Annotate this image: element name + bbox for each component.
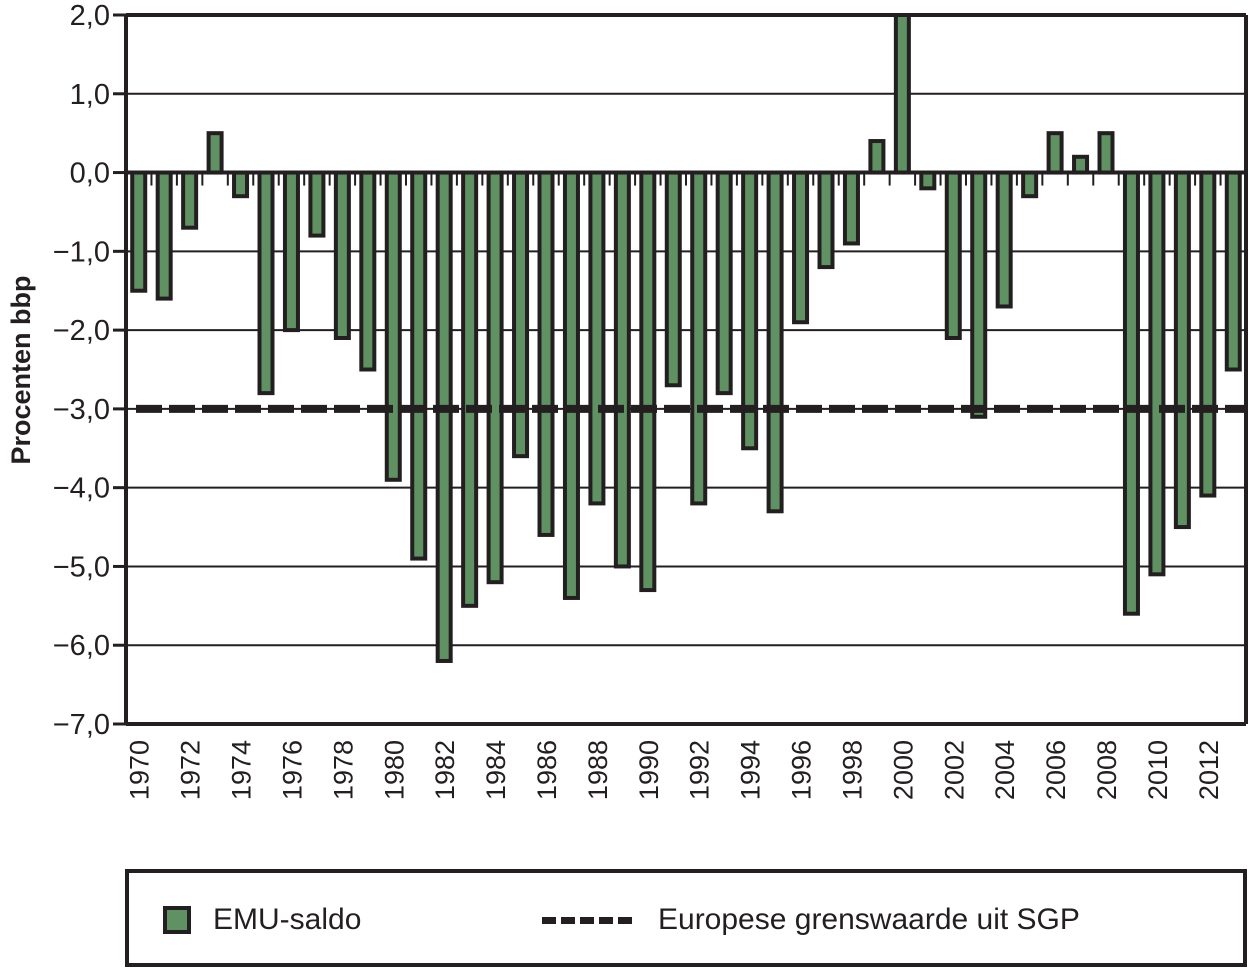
x-tick-label: 1982	[430, 740, 460, 800]
x-tick-label: 1972	[176, 740, 206, 800]
bar-1980	[384, 170, 402, 482]
bar-2011	[1173, 170, 1191, 530]
x-tick-label: 1974	[227, 740, 257, 800]
y-tick-label: −7,0	[53, 709, 110, 741]
x-tick-label: 1980	[379, 740, 409, 800]
x-tick-label: 1992	[685, 740, 715, 800]
x-tick-label: 1970	[125, 740, 155, 800]
bar-2012	[1199, 170, 1217, 498]
bar-1999	[868, 139, 886, 175]
bar-2010	[1148, 170, 1166, 577]
legend-dashed-line-icon	[542, 916, 632, 924]
gridlines	[126, 14, 1246, 725]
x-tick-label: 1976	[277, 740, 307, 800]
legend-item-sgp-limit: Europese grenswaarde uit SGP	[542, 903, 1080, 937]
bar-1973	[206, 131, 224, 175]
x-tick-label: 1984	[481, 740, 511, 800]
x-tick-label: 1996	[787, 740, 817, 800]
x-tick-label: 1988	[583, 740, 613, 800]
legend-item-emu-saldo: EMU-saldo	[163, 903, 361, 937]
bar-2001	[919, 170, 937, 191]
bar-2002	[944, 170, 962, 340]
bar-2000	[893, 13, 911, 175]
bar-1970	[130, 170, 148, 293]
bar-2005	[1021, 170, 1039, 199]
bar-2004	[995, 170, 1013, 309]
x-tick-label: 2012	[1194, 740, 1224, 800]
bar-1993	[715, 170, 733, 396]
y-tick-label: −1,0	[53, 236, 110, 268]
bar-1991	[664, 170, 682, 388]
bar-1974	[232, 170, 250, 199]
x-tick-label: 1990	[634, 740, 664, 800]
x-tick-label: 2002	[939, 740, 969, 800]
y-tick-label: 2,0	[70, 0, 110, 32]
x-tick-label: 2008	[1092, 740, 1122, 800]
legend: EMU-saldo Europese grenswaarde uit SGP	[125, 869, 1247, 967]
bar-2008	[1097, 131, 1115, 175]
bar-1988	[588, 170, 606, 506]
y-tick-label: −6,0	[53, 630, 110, 662]
y-tick-label: 0,0	[70, 158, 110, 190]
bars	[130, 13, 1242, 663]
bar-2003	[970, 170, 988, 419]
x-tick-label: 2006	[1041, 740, 1071, 800]
bar-1972	[181, 170, 199, 230]
bar-1977	[308, 170, 326, 238]
bar-1978	[333, 170, 351, 340]
x-tick-label: 2004	[990, 740, 1020, 800]
y-axis-label: Procenten bbp	[6, 275, 36, 464]
bar-1981	[410, 170, 428, 561]
x-tick-label: 1978	[328, 740, 358, 800]
bar-1985	[512, 170, 530, 459]
x-tick-label: 1994	[736, 740, 766, 800]
bar-1996	[792, 170, 810, 325]
bar-2009	[1122, 170, 1140, 616]
y-tick-label: −5,0	[53, 551, 110, 583]
bar-2013	[1224, 170, 1242, 372]
legend-label: EMU-saldo	[213, 903, 362, 936]
y-tick-label: −3,0	[53, 394, 110, 426]
bar-1986	[537, 170, 555, 537]
axes	[113, 13, 1248, 726]
bar-1998	[842, 170, 860, 246]
x-tick-label: 2000	[888, 740, 918, 800]
bar-1983	[461, 170, 479, 608]
legend-swatch-bar-icon	[163, 906, 191, 934]
bar-1975	[257, 170, 275, 396]
bar-1995	[766, 170, 784, 514]
bar-1976	[282, 170, 300, 333]
bar-1987	[562, 170, 580, 600]
x-tick-labels: 1970 1972 1974 1976 1978 1980 1982 1984 1986 1988…	[125, 740, 1224, 800]
x-tick-label: 2010	[1143, 740, 1173, 800]
bar-1989	[613, 170, 631, 569]
legend-label: Europese grenswaarde uit SGP	[658, 903, 1080, 936]
bar-1982	[435, 170, 453, 663]
bar-chart: 2,0 1,0 0,0 −1,0 −2,0 −3,0 −4,0 −5,0 −6,0 −7,0 19…	[6, 0, 1248, 800]
y-tick-label: −2,0	[53, 315, 110, 347]
bar-1971	[155, 170, 173, 301]
y-tick-label: 1,0	[70, 79, 110, 111]
y-tick-labels: 2,0 1,0 0,0 −1,0 −2,0 −3,0 −4,0 −5,0 −6,0 −7,0	[53, 0, 110, 741]
x-tick-label: 1986	[532, 740, 562, 800]
bar-2007	[1072, 154, 1090, 175]
bar-1997	[817, 170, 835, 270]
x-tick-label: 1998	[837, 740, 867, 800]
bar-1990	[639, 170, 657, 593]
bar-1979	[359, 170, 377, 372]
bar-2006	[1046, 131, 1064, 175]
y-tick-label: −4,0	[53, 473, 110, 505]
bar-1992	[690, 170, 708, 506]
bar-1984	[486, 170, 504, 585]
